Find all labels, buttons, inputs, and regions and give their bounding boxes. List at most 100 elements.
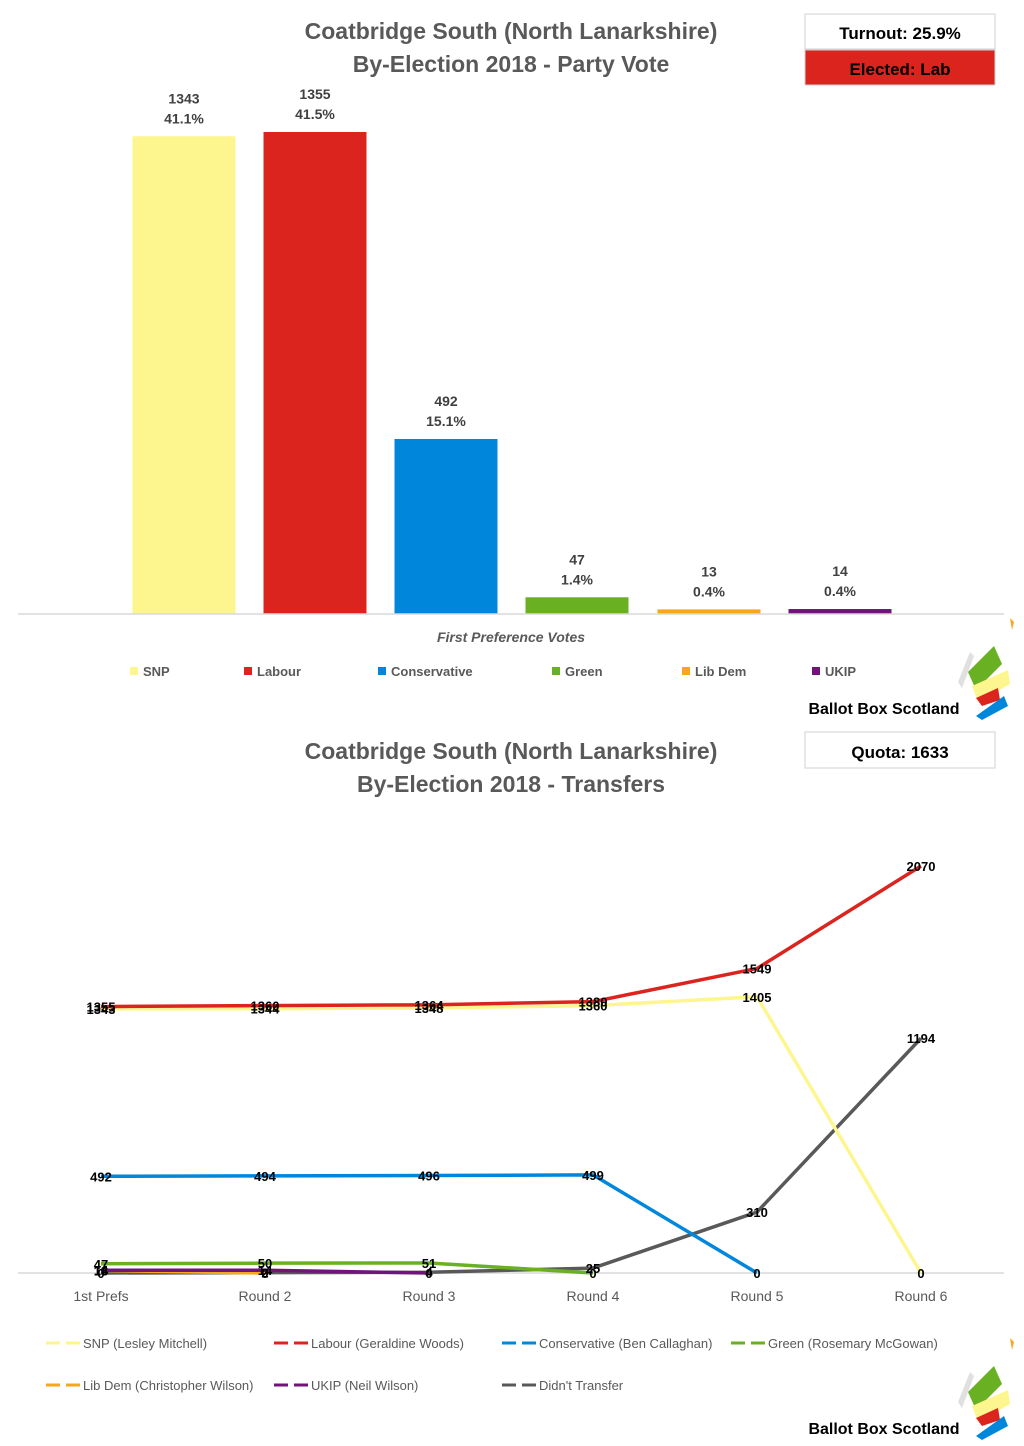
data-label: 0 [917, 1266, 924, 1281]
data-label: 0 [425, 1266, 432, 1281]
bar-ukip [788, 609, 892, 614]
data-label: 2 [261, 1266, 268, 1281]
legend-label-ukip-neil-wilson: UKIP (Neil Wilson) [311, 1378, 418, 1393]
series-line-ukip-neil-wilson [101, 1268, 430, 1275]
data-label: 1405 [743, 990, 772, 1005]
data-label: 0 [97, 1266, 104, 1281]
brand-text-bottom: Ballot Box Scotland [808, 1421, 959, 1438]
bar-percent-label: 15.1% [426, 413, 466, 429]
data-label: 1343 [87, 1002, 116, 1017]
data-label: 492 [90, 1169, 112, 1184]
data-label: 13 [94, 1263, 108, 1278]
legend-label-green-rosemary-mcgowan: Green (Rosemary McGowan) [768, 1336, 938, 1351]
turnout-label: Turnout: 25.9% [839, 24, 961, 43]
elected-label: Elected: Lab [849, 60, 950, 79]
bar-percent-label: 41.5% [295, 106, 335, 122]
data-label: 50 [258, 1256, 272, 1271]
series-line-green-rosemary-mcgowan [100, 1261, 594, 1275]
data-label: 1360 [251, 999, 280, 1014]
bar-plot-area: 1343 41.1% 1355 41.5% 492 15.1% 47 1.4% 13 0.4% 14… [132, 86, 892, 615]
data-label: 1364 [415, 998, 445, 1013]
data-label: 1355 [87, 1000, 116, 1015]
bar-percent-label: 0.4% [693, 583, 725, 599]
bar-legend: SNP Labour Conservative Green Lib Dem UKIP [130, 664, 856, 679]
bar-percent-label: 41.1% [164, 110, 204, 126]
bar-conservative [394, 438, 498, 614]
data-label: 499 [582, 1168, 604, 1183]
x-tick-label: Round 3 [403, 1288, 456, 1304]
legend-swatch [244, 667, 252, 675]
data-label: 14 [258, 1263, 273, 1278]
series-line-snp-lesley-mitchell [100, 995, 923, 1274]
legend-label-conservative: Conservative [391, 664, 473, 679]
series-line-conservative-ben-callaghan [100, 1173, 758, 1275]
bar-labour [263, 132, 367, 614]
x-tick-label: Round 4 [567, 1288, 620, 1304]
quota-box: Quota: 1633 [804, 731, 996, 769]
data-label: 47 [94, 1257, 108, 1272]
brand-logo-icon [958, 1338, 1014, 1440]
line-chart-subtitle: By-Election 2018 - Transfers [357, 771, 665, 797]
legend-label-conservative-ben-callaghan: Conservative (Ben Callaghan) [539, 1336, 712, 1351]
legend-label-snp: SNP [143, 664, 170, 679]
data-label: 14 [94, 1263, 109, 1278]
bar-snp [132, 136, 236, 615]
legend-label-lib-dem-christopher-wilson: Lib Dem (Christopher Wilson) [83, 1378, 254, 1393]
brand-text: Ballot Box Scotland [808, 701, 959, 718]
x-tick-label: Round 2 [239, 1288, 292, 1304]
data-label: 0 [589, 1266, 596, 1281]
data-label: 1348 [415, 1001, 444, 1016]
data-label: 51 [422, 1256, 436, 1271]
bar-green [525, 597, 629, 614]
legend-swatch [812, 667, 820, 675]
data-label: 1360 [579, 999, 608, 1014]
turnout-box: Turnout: 25.9% [804, 13, 996, 50]
bar-value-label: 492 [434, 393, 458, 409]
bar-value-label: 1343 [168, 90, 199, 106]
bar-x-axis-title: First Preference Votes [437, 629, 585, 645]
elected-box: Elected: Lab [804, 49, 996, 86]
data-label: 2070 [907, 859, 936, 874]
bar-lib-dem [657, 609, 761, 614]
data-label: 0 [753, 1266, 760, 1281]
legend-label-didn-t-transfer: Didn't Transfer [539, 1378, 624, 1393]
legend-swatch [130, 667, 138, 675]
x-tick-label: 1st Prefs [73, 1288, 128, 1304]
brand-top: Ballot Box Scotland [808, 618, 1014, 720]
data-label: 494 [254, 1169, 276, 1184]
data-label: 0 [261, 1266, 268, 1281]
bar-value-label: 13 [701, 563, 717, 579]
data-label: 1344 [251, 1002, 281, 1017]
bar-value-label: 47 [569, 551, 585, 567]
legend-label-snp-lesley-mitchell: SNP (Lesley Mitchell) [83, 1336, 207, 1351]
bar-chart-subtitle: By-Election 2018 - Party Vote [353, 51, 670, 77]
bar-percent-label: 1.4% [561, 571, 593, 587]
data-label: 310 [746, 1205, 768, 1220]
legend-swatch [552, 667, 560, 675]
legend-label-lib-dem: Lib Dem [695, 664, 746, 679]
bar-value-label: 1355 [299, 86, 330, 102]
quota-label: Quota: 1633 [851, 743, 948, 762]
brand-logo-icon [958, 618, 1014, 720]
data-label: 1549 [743, 961, 772, 976]
legend-label-ukip: UKIP [825, 664, 856, 679]
data-label: 25 [586, 1261, 600, 1276]
legend-swatch [378, 667, 386, 675]
x-tick-label: Round 5 [731, 1288, 784, 1304]
data-label: 4 [425, 1265, 433, 1280]
x-tick-label: Round 6 [895, 1288, 948, 1304]
data-label: 1380 [579, 995, 608, 1010]
legend-label-labour-geraldine-woods: Labour (Geraldine Woods) [311, 1336, 464, 1351]
bar-chart-title: Coatbridge South (North Lanarkshire) [305, 18, 718, 44]
data-label: 496 [418, 1168, 440, 1183]
legend-label-labour: Labour [257, 664, 301, 679]
legend-swatch [682, 667, 690, 675]
line-x-ticks: 1st Prefs Round 2 Round 3 Round 4 Round 5 Rou… [73, 1288, 947, 1304]
line-legend: SNP (Lesley Mitchell) Labour (Geraldine W… [46, 1336, 938, 1393]
series-line-labour-geraldine-woods [100, 864, 922, 1009]
data-label: 1194 [907, 1031, 936, 1046]
bar-value-label: 14 [832, 563, 848, 579]
